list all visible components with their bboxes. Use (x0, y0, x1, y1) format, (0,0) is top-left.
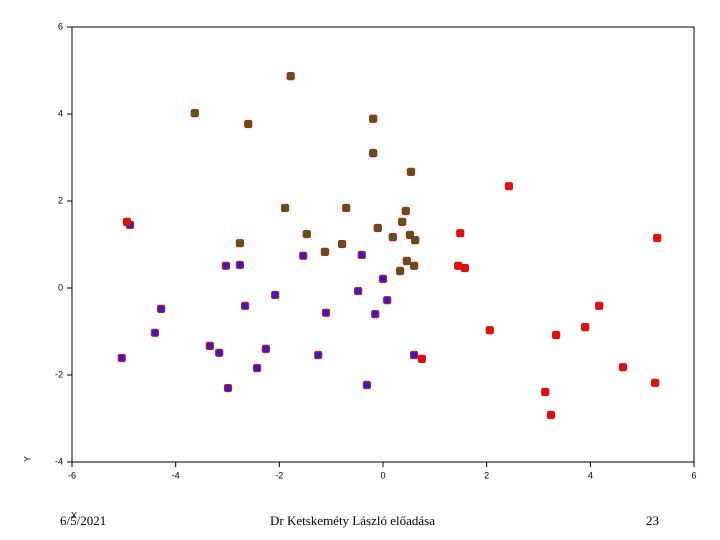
point (401, 206, 410, 216)
point (369, 114, 378, 123)
point (150, 328, 160, 337)
point (362, 380, 372, 390)
footer-page: 23 (646, 513, 659, 528)
point (299, 251, 308, 260)
point (235, 239, 245, 248)
x-tick-label: -2 (275, 470, 283, 480)
plot-frame (71, 26, 695, 463)
point (117, 353, 126, 363)
point (371, 310, 380, 319)
point (378, 274, 388, 283)
y-tick-label: -2 (55, 369, 63, 379)
point (261, 344, 270, 353)
point (595, 301, 604, 310)
point (396, 266, 405, 276)
point (581, 323, 590, 332)
point (286, 72, 295, 81)
point (546, 410, 556, 420)
point (337, 239, 347, 249)
x-tick-label: 2 (484, 470, 489, 480)
point (402, 256, 411, 266)
point (485, 326, 494, 335)
point (215, 348, 224, 357)
point (541, 387, 550, 397)
point (406, 167, 416, 176)
point (221, 261, 231, 270)
point (252, 363, 262, 373)
point (410, 261, 419, 270)
point (354, 286, 363, 296)
point (417, 354, 426, 364)
x-tick-label: 0 (380, 470, 385, 480)
point (460, 263, 469, 273)
point (223, 383, 233, 393)
point (241, 301, 250, 310)
y-tick-label: 6 (58, 21, 63, 31)
point (235, 260, 245, 270)
y-tick-label: 0 (58, 282, 63, 292)
x-tick-label: 4 (588, 470, 593, 480)
x-tick-label: 6 (691, 470, 696, 480)
point (314, 350, 323, 360)
point (383, 296, 392, 305)
x-tick-label: -4 (172, 470, 180, 480)
y-tick-label: -4 (55, 456, 63, 466)
point (342, 203, 351, 213)
x-tick-label: -6 (68, 470, 76, 480)
point (456, 229, 465, 238)
x-axis-label: X (71, 510, 77, 520)
point (454, 261, 463, 270)
point (320, 247, 330, 256)
point (618, 363, 628, 372)
point (410, 350, 419, 360)
point (205, 341, 214, 350)
footer-author: Dr Ketskeméty László előadása (270, 513, 435, 528)
point (398, 217, 407, 226)
point (388, 233, 397, 242)
point (369, 149, 378, 158)
point (357, 250, 366, 260)
point (271, 290, 280, 300)
y-tick-label: 4 (58, 108, 63, 118)
point (157, 304, 166, 313)
point (302, 229, 311, 239)
y-axis-label: Y (22, 456, 32, 462)
point (552, 330, 561, 340)
point (373, 223, 382, 233)
point (321, 308, 331, 317)
point (504, 182, 514, 191)
footer-date: 6/5/2021 (60, 513, 107, 528)
y-tick-label: 2 (58, 195, 63, 205)
point (411, 236, 420, 245)
point (653, 233, 662, 243)
point (190, 109, 199, 118)
point (244, 119, 253, 129)
point (122, 217, 132, 226)
point (280, 203, 290, 213)
point (651, 378, 660, 387)
